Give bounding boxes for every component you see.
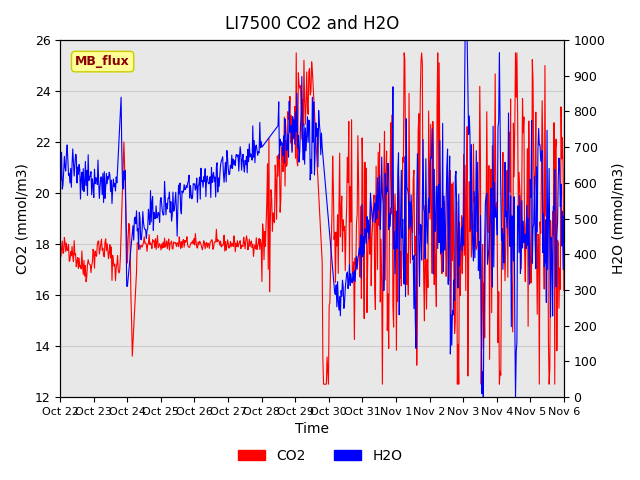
H2O [168, 213, 176, 218]
CO2 [374, 149, 382, 155]
H2O [479, 394, 487, 400]
CO2 [168, 246, 176, 252]
CO2 [292, 50, 300, 56]
Line: H2O: H2O [60, 40, 564, 397]
CO2 [195, 242, 203, 248]
CO2 [560, 288, 568, 293]
Line: CO2: CO2 [60, 53, 564, 384]
Legend: CO2, H2O: CO2, H2O [232, 443, 408, 468]
Y-axis label: H2O (mmol/m3): H2O (mmol/m3) [611, 163, 625, 274]
Y-axis label: CO2 (mmol/m3): CO2 (mmol/m3) [15, 163, 29, 274]
H2O [461, 37, 469, 43]
H2O [388, 204, 396, 210]
Title: LI7500 CO2 and H2O: LI7500 CO2 and H2O [225, 15, 399, 33]
H2O [56, 154, 64, 160]
Text: MB_flux: MB_flux [76, 55, 130, 68]
CO2 [117, 231, 125, 237]
H2O [373, 216, 381, 222]
H2O [117, 95, 125, 100]
CO2 [389, 303, 397, 309]
X-axis label: Time: Time [295, 422, 329, 436]
H2O [65, 170, 73, 176]
CO2 [65, 258, 73, 264]
H2O [560, 213, 568, 219]
CO2 [56, 250, 64, 256]
H2O [195, 182, 203, 188]
CO2 [320, 381, 328, 387]
